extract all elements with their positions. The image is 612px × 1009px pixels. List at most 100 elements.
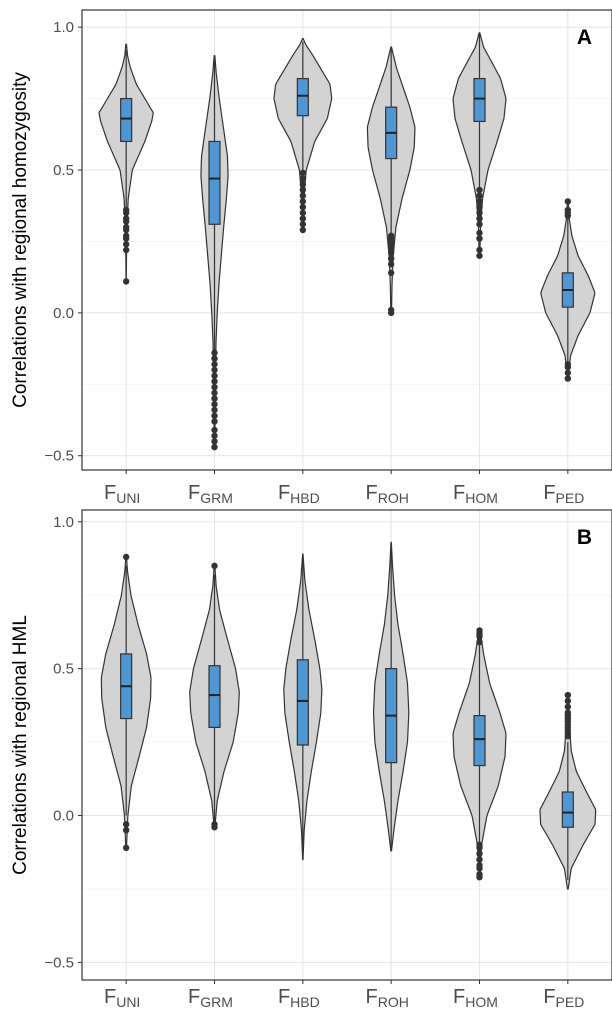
outlier-point: [476, 638, 483, 646]
outlier-point: [211, 412, 218, 419]
box: [296, 77, 309, 117]
outlier-point: [211, 389, 218, 397]
outlier-point: [211, 821, 218, 828]
x-tick-label: FGRM: [188, 986, 233, 1009]
violin-group: [452, 627, 507, 881]
box: [473, 77, 486, 123]
outlier-point: [476, 235, 483, 242]
y-axis-title: Correlations with regional homozygosity: [10, 72, 31, 408]
gridlines: [82, 510, 612, 980]
outlier-point: [564, 375, 572, 382]
outlier-point: [476, 229, 483, 237]
outlier-point: [299, 209, 307, 217]
outlier-point: [122, 821, 130, 828]
y-tick-label: 0.0: [53, 808, 74, 825]
outlier-point: [476, 192, 483, 199]
outlier-point: [476, 841, 483, 849]
outlier-point: [564, 361, 572, 368]
x-tick-label: FROH: [365, 986, 408, 1009]
x-tick-label: FHBD: [278, 986, 320, 1009]
outlier-point: [476, 862, 483, 869]
outlier-point: [211, 406, 218, 414]
panel-border: [81, 9, 612, 471]
y-tick-label: −0.5: [44, 954, 74, 971]
violin-group: [452, 32, 507, 259]
outlier-point: [299, 221, 307, 228]
outlier-point: [476, 246, 483, 254]
outlier-point: [387, 255, 395, 262]
outlier-point: [211, 418, 218, 425]
y-tick-label: 0.5: [53, 661, 74, 678]
outlier-point: [211, 432, 218, 439]
outlier-point: [299, 215, 307, 222]
panel-border: [81, 509, 612, 981]
x-tick-label: FHOM: [453, 482, 498, 506]
outlier-point: [122, 223, 130, 231]
outlier-point: [564, 697, 572, 705]
box: [208, 140, 221, 225]
outlier-point: [476, 215, 483, 222]
outlier-point: [299, 181, 307, 188]
outlier-point: [476, 871, 483, 878]
violin-group: [539, 691, 597, 890]
x-tick-label: FPED: [543, 986, 584, 1009]
outlier-point: [476, 198, 483, 205]
outlier-point: [211, 366, 218, 374]
outlier-point: [211, 401, 218, 408]
x-tick-label: FHOM: [453, 986, 498, 1009]
outlier-point: [476, 252, 483, 259]
outlier-point: [211, 438, 218, 445]
outlier-point: [299, 192, 307, 199]
y-tick-label: 0.0: [53, 305, 74, 322]
outlier-point: [387, 269, 395, 277]
violin-group: [98, 43, 154, 285]
outlier-point: [476, 627, 483, 634]
outlier-point: [299, 198, 307, 205]
violin-group: [366, 46, 416, 317]
gridlines: [82, 10, 612, 470]
violin-group: [283, 553, 323, 861]
x-tick-label: FUNI: [104, 986, 140, 1009]
outlier-point: [122, 826, 130, 834]
x-tick-label: FUNI: [104, 482, 140, 506]
outlier-point: [299, 175, 307, 182]
outlier-point: [211, 372, 218, 379]
outlier-point: [387, 261, 395, 268]
outlier-point: [299, 186, 307, 194]
violin-group: [100, 553, 152, 852]
outlier-point: [564, 369, 572, 377]
panel-a: FUNI FGRM FHBD FROH FHOM FPED −0.5 0.0 0.5 1.0 Cor…: [10, 9, 612, 506]
outlier-point: [122, 232, 130, 239]
panel-b: FUNI FGRM FHBD FROH FHOM FPED −0.5 0.0 0.5 1.0 Cor…: [10, 509, 612, 1009]
outlier-point: [564, 691, 572, 699]
outlier-point: [122, 844, 130, 852]
violin-group: [372, 541, 410, 852]
violin-group: [273, 37, 333, 234]
x-tick-label: FHBD: [278, 482, 320, 506]
violin-group: [540, 198, 596, 382]
outlier-point: [211, 349, 218, 357]
box: [120, 97, 133, 143]
outlier-point: [122, 206, 130, 214]
outlier-point: [299, 203, 307, 211]
outlier-point: [211, 355, 218, 362]
outlier-point: [211, 383, 218, 391]
outlier-point: [564, 709, 572, 716]
box: [561, 791, 574, 828]
y-tick-label: 1.0: [53, 514, 74, 531]
x-tick-label: FPED: [543, 482, 584, 506]
outlier-point: [564, 206, 572, 214]
panel-tag: A: [577, 26, 592, 49]
outlier-point: [476, 850, 483, 857]
outlier-point: [211, 378, 218, 385]
outlier-point: [122, 215, 130, 222]
x-tick-label: FGRM: [188, 482, 233, 506]
box: [473, 715, 486, 767]
outlier-point: [211, 562, 218, 570]
outlier-point: [476, 209, 483, 217]
outlier-point: [211, 426, 218, 434]
violin-group: [189, 562, 240, 831]
outlier-point: [476, 856, 483, 863]
outlier-point: [476, 221, 483, 228]
